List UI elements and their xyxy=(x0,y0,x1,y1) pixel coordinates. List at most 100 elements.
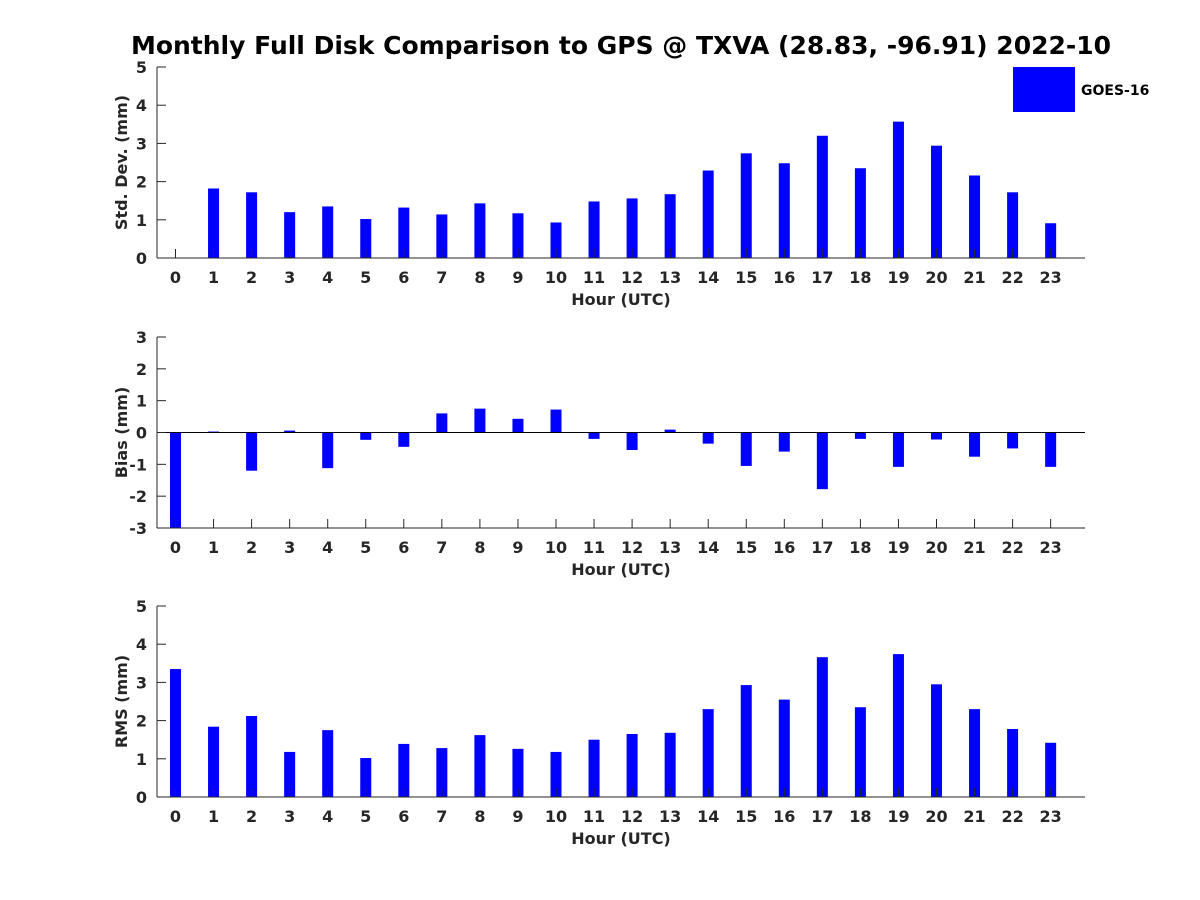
rms-x-tick-label: 17 xyxy=(811,807,833,826)
std-dev-x-tick-label: 0 xyxy=(170,268,181,287)
bias-x-tick-label: 18 xyxy=(849,538,871,557)
std-dev-bar-hour-7 xyxy=(436,214,448,258)
std-dev-x-tick-label: 6 xyxy=(398,268,409,287)
std-dev-bar-hour-5 xyxy=(360,219,372,258)
rms-x-tick-label: 2 xyxy=(246,807,257,826)
bias-x-tick-label: 23 xyxy=(1040,538,1062,557)
bias-bar-hour-22 xyxy=(1007,432,1019,449)
rms-bar-hour-17 xyxy=(816,657,828,797)
std-dev-x-tick-label: 8 xyxy=(474,268,485,287)
std-dev-bar-hour-14 xyxy=(702,170,714,258)
std-dev-bar-hour-22 xyxy=(1007,192,1019,258)
rms-x-tick-label: 22 xyxy=(1001,807,1023,826)
rms-x-tick-label: 13 xyxy=(659,807,681,826)
std-dev-x-tick-label: 20 xyxy=(925,268,947,287)
bias-y-tick-label: 2 xyxy=(136,360,147,379)
std-dev-bar-hour-9 xyxy=(512,213,524,258)
rms-y-axis-label: RMS (mm) xyxy=(112,655,131,748)
std-dev-bar-hour-12 xyxy=(626,198,638,258)
std-dev-x-axis-label: Hour (UTC) xyxy=(571,290,671,309)
bias-bar-hour-23 xyxy=(1045,432,1057,467)
bias-bar-hour-9 xyxy=(512,418,524,433)
bias-x-tick-label: 5 xyxy=(360,538,371,557)
rms-x-tick-label: 1 xyxy=(208,807,219,826)
bias-bar-hour-6 xyxy=(398,432,410,447)
bias-x-tick-label: 21 xyxy=(963,538,985,557)
rms-bar-hour-5 xyxy=(360,758,372,797)
std-dev-x-tick-label: 17 xyxy=(811,268,833,287)
std-dev-x-tick-label: 19 xyxy=(887,268,909,287)
std-dev-bar-hour-1 xyxy=(208,188,220,258)
rms-x-tick-label: 11 xyxy=(583,807,605,826)
bias-y-tick-label: -3 xyxy=(129,519,147,538)
rms-y-tick-label: 4 xyxy=(136,635,147,654)
bias-x-tick-label: 9 xyxy=(512,538,523,557)
rms-y-tick-label: 0 xyxy=(136,788,147,807)
rms-x-tick-label: 21 xyxy=(963,807,985,826)
bias-x-tick-label: 1 xyxy=(208,538,219,557)
rms-x-tick-label: 12 xyxy=(621,807,643,826)
rms-x-tick-label: 10 xyxy=(545,807,567,826)
rms-x-tick-label: 20 xyxy=(925,807,947,826)
std-dev-x-tick-label: 4 xyxy=(322,268,333,287)
bias-x-tick-label: 10 xyxy=(545,538,567,557)
bias-x-tick-label: 4 xyxy=(322,538,333,557)
bias-x-tick-label: 0 xyxy=(170,538,181,557)
rms-x-tick-label: 14 xyxy=(697,807,719,826)
std-dev-bar-hour-3 xyxy=(284,212,296,258)
std-dev-bar-hour-17 xyxy=(816,135,828,258)
bias-bar-hour-11 xyxy=(588,432,600,439)
rms-bar-hour-21 xyxy=(969,709,981,797)
rms-bar-hour-20 xyxy=(931,684,942,797)
bias-y-tick-label: -2 xyxy=(129,487,147,506)
std-dev-bar-hour-2 xyxy=(246,192,258,258)
rms-bar-hour-6 xyxy=(398,743,410,797)
std-dev-bar-hour-16 xyxy=(778,163,790,258)
legend-label: GOES-16 xyxy=(1081,83,1149,99)
std-dev-bar-hour-6 xyxy=(398,207,410,258)
rms-bar-hour-1 xyxy=(208,726,220,797)
bias-bar-hour-16 xyxy=(778,432,790,452)
std-dev-bar-hour-8 xyxy=(474,203,486,258)
bias-bar-hour-14 xyxy=(702,432,714,444)
bias-x-tick-label: 16 xyxy=(773,538,795,557)
rms-bar-hour-16 xyxy=(778,699,790,797)
rms-y-tick-label: 1 xyxy=(136,750,147,769)
rms-x-tick-label: 19 xyxy=(887,807,909,826)
std-dev-y-tick-label: 2 xyxy=(136,173,147,192)
std-dev-bar-hour-19 xyxy=(892,121,904,258)
std-dev-x-tick-label: 22 xyxy=(1001,268,1023,287)
std-dev-x-tick-label: 2 xyxy=(246,268,257,287)
std-dev-x-tick-label: 1 xyxy=(208,268,219,287)
bias-x-tick-label: 15 xyxy=(735,538,757,557)
rms-x-tick-label: 23 xyxy=(1040,807,1062,826)
bias-x-tick-label: 19 xyxy=(887,538,909,557)
std-dev-y-tick-label: 3 xyxy=(136,134,147,153)
bias-bar-hour-21 xyxy=(969,432,981,457)
bias-y-tick-label: 0 xyxy=(136,424,147,443)
std-dev-y-tick-label: 0 xyxy=(136,249,147,268)
std-dev-x-tick-label: 23 xyxy=(1040,268,1062,287)
bias-x-tick-label: 22 xyxy=(1001,538,1023,557)
bias-bar-hour-0 xyxy=(170,432,181,528)
bias-x-tick-label: 7 xyxy=(436,538,447,557)
std-dev-x-tick-label: 3 xyxy=(284,268,295,287)
rms-bar-hour-22 xyxy=(1007,729,1019,797)
bias-y-axis-label: Bias (mm) xyxy=(112,387,131,479)
std-dev-bar-hour-21 xyxy=(969,175,981,258)
rms-y-tick-label: 3 xyxy=(136,673,147,692)
rms-bar-hour-10 xyxy=(550,751,562,797)
bias-y-tick-label: 1 xyxy=(136,392,147,411)
bias-x-tick-label: 20 xyxy=(925,538,947,557)
rms-bar-hour-15 xyxy=(740,685,752,797)
rms-x-tick-label: 8 xyxy=(474,807,485,826)
bias-bar-hour-15 xyxy=(740,432,752,466)
rms-bar-hour-11 xyxy=(588,739,600,797)
bias-bar-hour-18 xyxy=(854,432,866,439)
rms-bar-hour-0 xyxy=(170,669,181,797)
bias-x-tick-label: 8 xyxy=(474,538,485,557)
